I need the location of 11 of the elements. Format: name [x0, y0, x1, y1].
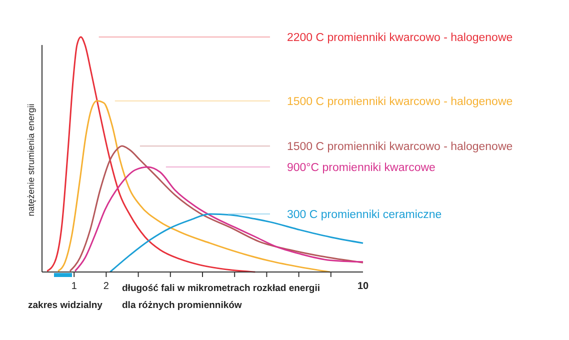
series-label: 300 C promienniki ceramiczne — [287, 208, 442, 221]
text: 2200 C promienniki kwarcowo - halogenowe — [287, 32, 513, 44]
x-axis-title: długość fali w mikrometrach rozkład energii dla różnych promienników — [122, 283, 320, 311]
x-tick-label: 1 — [71, 281, 78, 292]
text: 1500 C promienniki kwarcowo - halogenowe — [287, 141, 513, 154]
text: 900°C promienniki kwarcowe — [287, 162, 436, 174]
x-tick-label: 2 — [103, 281, 110, 292]
text: 1500 C promienniki kwarcowo - halogenowe — [287, 96, 513, 108]
text: zakres widzialny — [28, 300, 104, 311]
x-tick-label: 10 — [357, 281, 369, 292]
y-axis-title: natężenie strumienia energii — [26, 104, 36, 216]
